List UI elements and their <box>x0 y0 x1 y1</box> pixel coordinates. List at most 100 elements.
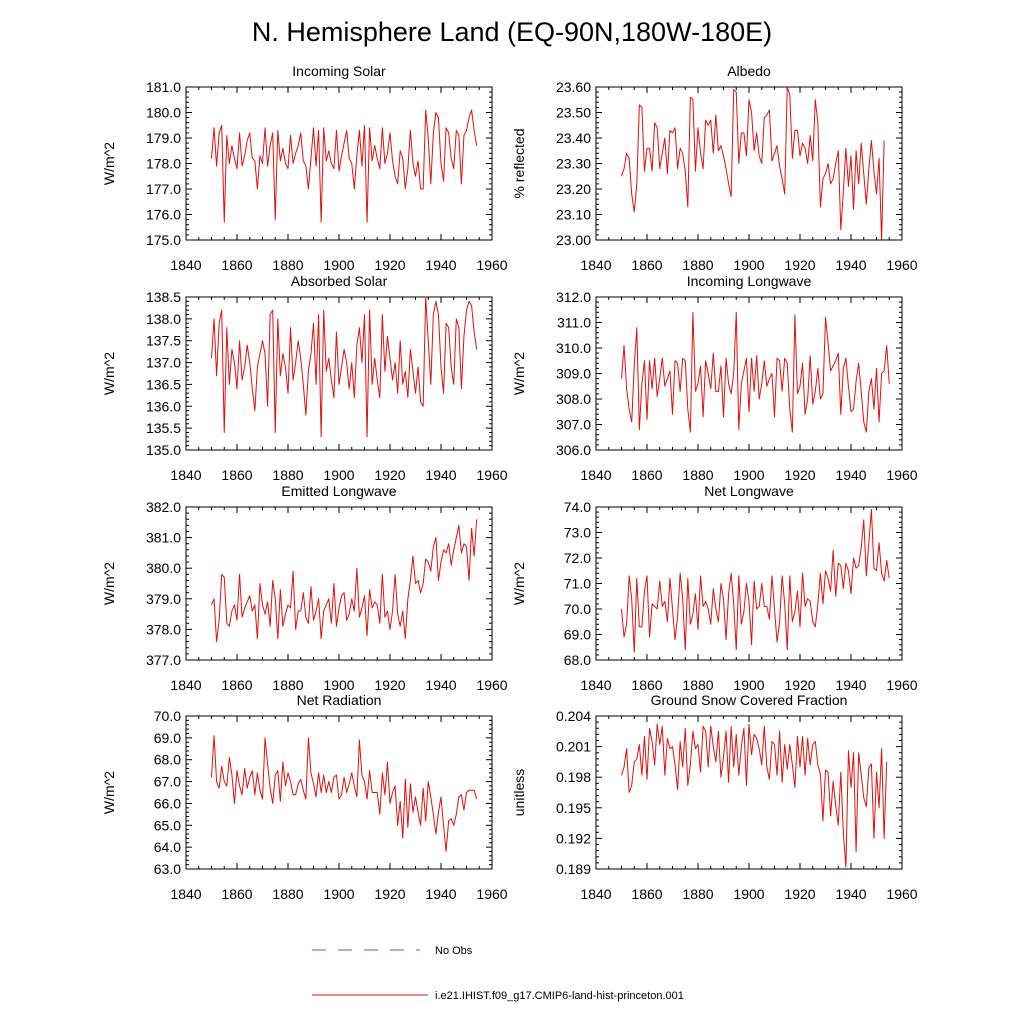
y-tick-label: 308.0 <box>556 391 591 407</box>
x-tick-label: 1840 <box>580 257 611 273</box>
x-tick-label: 1880 <box>682 257 713 273</box>
y-tick-label: 180.0 <box>146 105 181 121</box>
x-tick-label: 1940 <box>425 886 456 902</box>
x-tick-label: 1920 <box>784 257 815 273</box>
y-tick-label: 66.0 <box>154 795 181 811</box>
series-line <box>621 86 885 241</box>
x-tick-label: 1860 <box>221 467 252 483</box>
panel-title: Absorbed Solar <box>291 273 388 289</box>
y-axis-label: unitless <box>511 769 527 816</box>
x-tick-label: 1880 <box>272 467 303 483</box>
plot-frame <box>595 296 903 451</box>
x-tick-label: 1920 <box>374 257 405 273</box>
panel-title: Incoming Solar <box>292 63 386 79</box>
y-tick-label: 178.0 <box>146 156 181 172</box>
y-tick-label: 71.0 <box>564 576 591 592</box>
y-tick-label: 136.0 <box>146 398 181 414</box>
panel-title: Albedo <box>727 63 771 79</box>
x-tick-label: 1940 <box>425 467 456 483</box>
x-tick-label: 1900 <box>733 257 764 273</box>
y-tick-label: 64.0 <box>154 839 181 855</box>
x-tick-label: 1840 <box>170 467 201 483</box>
panel-title: Net Radiation <box>297 692 382 708</box>
y-axis-label: W/m^2 <box>511 562 527 605</box>
y-tick-label: 67.0 <box>154 774 181 790</box>
x-tick-label: 1960 <box>476 257 507 273</box>
y-axis-label: W/m^2 <box>101 142 117 185</box>
x-tick-label: 1960 <box>476 467 507 483</box>
x-tick-label: 1860 <box>631 467 662 483</box>
y-tick-label: 72.0 <box>564 550 591 566</box>
x-tick-label: 1960 <box>886 257 917 273</box>
y-tick-label: 23.00 <box>556 232 591 248</box>
y-tick-label: 23.60 <box>556 79 591 95</box>
x-tick-label: 1860 <box>221 677 252 693</box>
panel-2: Albedo 1840 1860 1880 1900 1920 1940 1960 23.00 2… <box>511 63 918 273</box>
plot-frame <box>595 506 903 661</box>
x-tick-label: 1880 <box>682 886 713 902</box>
x-tick-label: 1920 <box>374 886 405 902</box>
y-tick-label: 311.0 <box>557 315 591 331</box>
x-tick-label: 1880 <box>682 467 713 483</box>
x-tick-label: 1840 <box>580 677 611 693</box>
x-tick-label: 1920 <box>784 886 815 902</box>
y-tick-label: 381.0 <box>146 530 181 546</box>
panel-3: Absorbed Solar 1840 1860 1880 1900 1920 1940 19… <box>101 273 508 483</box>
x-tick-label: 1940 <box>835 677 866 693</box>
x-tick-label: 1920 <box>374 467 405 483</box>
y-tick-label: 378.0 <box>146 621 181 637</box>
x-tick-label: 1940 <box>425 257 456 273</box>
y-tick-label: 306.0 <box>556 442 591 458</box>
x-tick-label: 1860 <box>631 677 662 693</box>
x-tick-label: 1860 <box>221 886 252 902</box>
x-tick-label: 1880 <box>272 886 303 902</box>
y-tick-label: 176.0 <box>146 207 181 223</box>
legend-no-obs-label: No Obs <box>435 945 473 957</box>
x-tick-label: 1940 <box>425 677 456 693</box>
y-tick-label: 73.0 <box>564 525 591 541</box>
x-tick-label: 1960 <box>886 886 917 902</box>
y-tick-label: 138.5 <box>146 289 181 305</box>
x-tick-label: 1900 <box>323 467 354 483</box>
legend: No Obs i.e21.IHIST.f09_g17.CMIP6-land-hi… <box>312 945 684 1002</box>
x-tick-label: 1860 <box>631 886 662 902</box>
x-tick-label: 1840 <box>580 886 611 902</box>
y-axis-label: W/m^2 <box>101 771 117 814</box>
y-tick-label: 377.0 <box>146 652 181 668</box>
series-line <box>211 296 478 438</box>
y-tick-label: 138.0 <box>146 311 181 327</box>
x-tick-label: 1960 <box>476 677 507 693</box>
y-tick-label: 23.20 <box>556 181 591 197</box>
y-tick-label: 137.5 <box>146 333 181 349</box>
x-tick-label: 1940 <box>835 257 866 273</box>
main-title: N. Hemisphere Land (EQ-90N,180W-180E) <box>252 17 772 47</box>
x-tick-label: 1900 <box>733 677 764 693</box>
y-tick-label: 0.204 <box>556 708 591 724</box>
x-tick-label: 1900 <box>733 886 764 902</box>
y-axis-label: W/m^2 <box>101 352 117 395</box>
y-tick-label: 135.5 <box>146 420 181 436</box>
series-line <box>211 519 478 643</box>
panel-7: Net Radiation 1840 1860 1880 1900 1920 1940 196… <box>101 692 508 902</box>
y-axis-label: W/m^2 <box>101 562 117 605</box>
y-tick-label: 179.0 <box>146 130 181 146</box>
y-tick-label: 63.0 <box>154 861 181 877</box>
series-line <box>211 735 478 853</box>
panel-8: Ground Snow Covered Fraction 1840 1860 1880… <box>511 692 918 902</box>
x-tick-label: 1900 <box>323 886 354 902</box>
y-tick-label: 0.201 <box>556 739 591 755</box>
x-tick-label: 1940 <box>835 467 866 483</box>
x-tick-label: 1840 <box>580 467 611 483</box>
y-tick-label: 312.0 <box>556 289 591 305</box>
y-tick-label: 69.0 <box>154 730 181 746</box>
y-tick-label: 0.195 <box>556 800 591 816</box>
y-tick-label: 23.10 <box>556 207 591 223</box>
y-tick-label: 380.0 <box>146 560 181 576</box>
plot-frame <box>185 506 493 661</box>
panel-6: Net Longwave 1840 1860 1880 1900 1920 1940 1960… <box>511 483 918 693</box>
x-tick-label: 1940 <box>835 886 866 902</box>
x-tick-label: 1880 <box>272 677 303 693</box>
y-tick-label: 70.0 <box>564 601 591 617</box>
x-tick-label: 1920 <box>374 677 405 693</box>
